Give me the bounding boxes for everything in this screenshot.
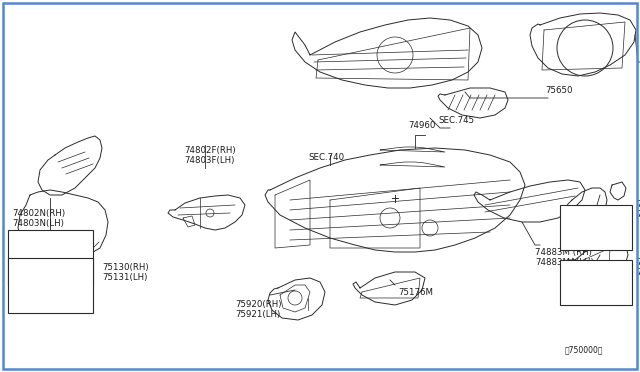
Text: 74842E(RH)
74843E(LH): 74842E(RH) 74843E(LH) xyxy=(636,200,640,219)
Bar xyxy=(560,260,632,305)
Text: 74883M (RH)
74883MA(LH): 74883M (RH) 74883MA(LH) xyxy=(535,248,594,267)
Bar xyxy=(8,230,93,285)
Text: 75650: 75650 xyxy=(545,86,573,95)
Text: SEC.745: SEC.745 xyxy=(438,116,474,125)
Text: 74802N(RH)
74803N(LH): 74802N(RH) 74803N(LH) xyxy=(12,209,65,228)
Text: 74842(RH)
74843(LH): 74842(RH) 74843(LH) xyxy=(636,258,640,278)
Text: 75920(RH)
75921(LH): 75920(RH) 75921(LH) xyxy=(235,300,282,320)
Text: SEC.740: SEC.740 xyxy=(308,153,344,162)
Text: 75130(RH)
75131(LH): 75130(RH) 75131(LH) xyxy=(102,263,148,282)
Text: 74802F(RH)
74803F(LH): 74802F(RH) 74803F(LH) xyxy=(184,145,236,165)
Text: ㅵ750000ㅶ: ㅵ750000ㅶ xyxy=(565,345,604,354)
Bar xyxy=(8,258,93,313)
Text: 75176M: 75176M xyxy=(398,288,433,297)
Bar xyxy=(560,205,632,250)
Text: 74960: 74960 xyxy=(408,121,435,130)
